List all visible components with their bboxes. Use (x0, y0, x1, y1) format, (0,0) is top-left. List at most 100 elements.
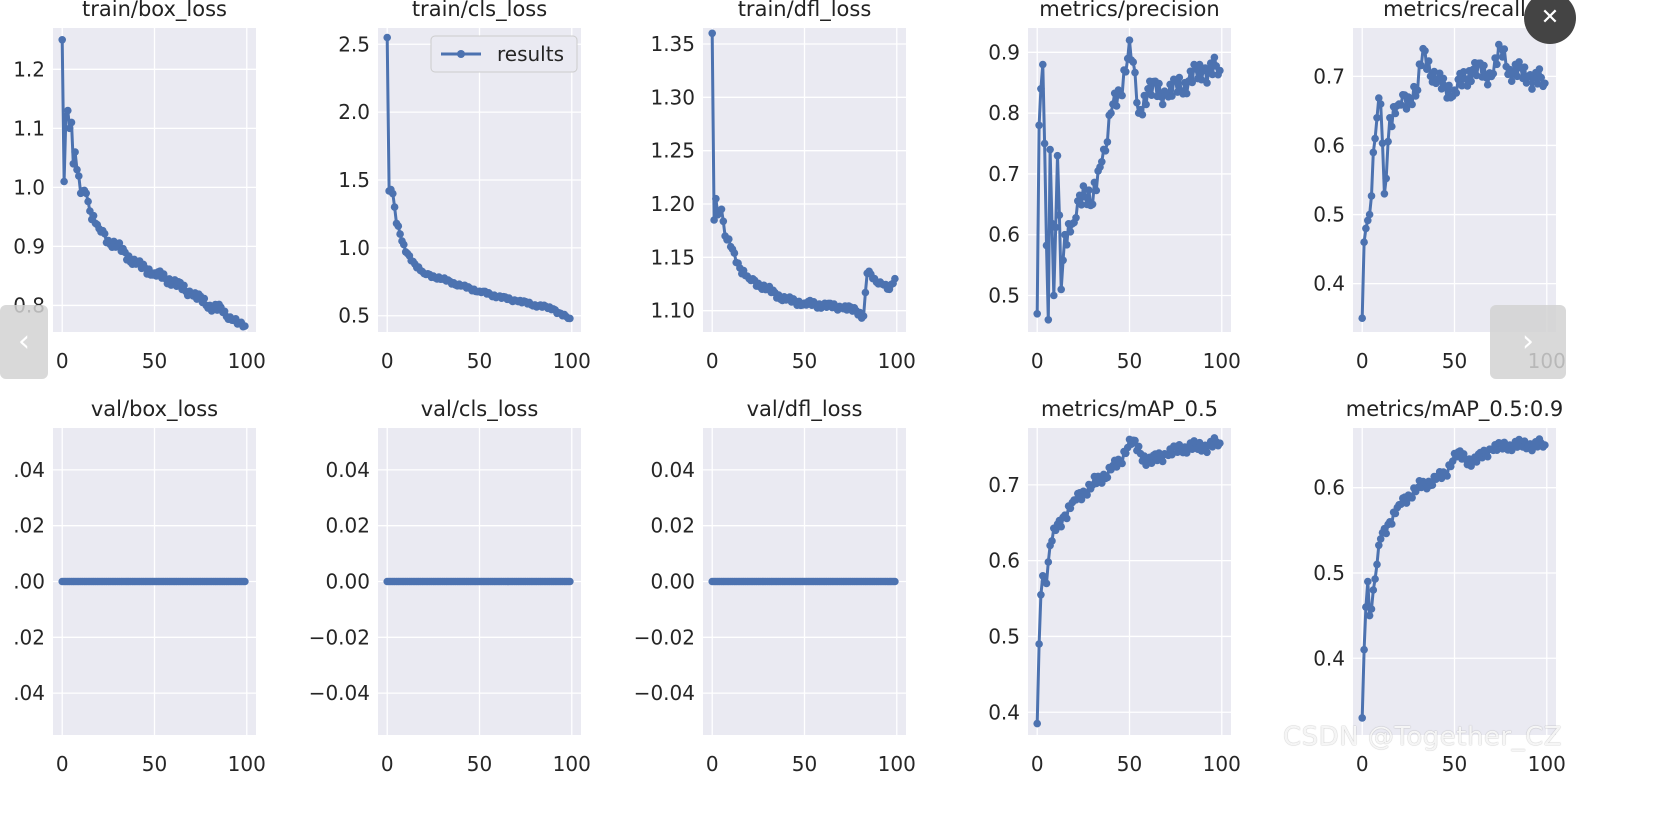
data-point (65, 124, 74, 133)
data-point (1118, 91, 1126, 100)
close-viewer-button[interactable]: ✕ (1524, 0, 1576, 44)
panel-3: 0.5 0.6 0.7 0.8 0.9 0 50 100 metrics/precision (988, 0, 1241, 373)
data-point (1483, 452, 1492, 461)
close-icon: ✕ (1540, 5, 1560, 30)
panel-title: train/cls_loss (412, 0, 547, 22)
y-tick-label: 1.0 (13, 175, 45, 199)
data-point (241, 322, 249, 330)
data-point (1459, 68, 1468, 76)
data-point (1382, 174, 1390, 183)
data-point (1205, 65, 1213, 73)
next-image-button[interactable]: › (1490, 305, 1566, 379)
panel-1: 0.5 1.0 1.5 2.0 2.5 0 50 100 train/cls_lossresul… (338, 0, 591, 373)
data-point (1382, 529, 1390, 538)
x-tick-label: 50 (467, 752, 492, 776)
y-tick-label: −0.02 (634, 625, 695, 649)
y-tick-label: 0.8 (988, 101, 1020, 125)
data-point (1528, 85, 1536, 93)
data-point (200, 294, 209, 303)
data-point (1044, 558, 1053, 566)
data-point (1066, 228, 1075, 236)
y-tick-label: 1.15 (650, 245, 695, 269)
data-point (1092, 186, 1101, 195)
data-point (1140, 91, 1149, 100)
data-point (89, 211, 98, 220)
data-point (1369, 586, 1378, 594)
data-point (1134, 442, 1143, 451)
x-tick-label: 50 (467, 349, 492, 373)
x-tick-label: 50 (1117, 349, 1142, 373)
panel-title: val/box_loss (91, 397, 218, 422)
data-point (1408, 494, 1416, 502)
data-point (1380, 190, 1389, 198)
data-point (1375, 94, 1383, 102)
data-point (1079, 182, 1088, 190)
data-point (1098, 158, 1106, 166)
data-point (145, 265, 153, 274)
data-point (1077, 201, 1086, 209)
data-point (1044, 316, 1053, 324)
y-tick-label: 2.5 (338, 32, 370, 56)
data-point (1365, 611, 1374, 620)
x-tick-label: 0 (381, 752, 394, 776)
data-point (1088, 200, 1097, 209)
data-point (712, 194, 720, 203)
previous-image-button[interactable]: ‹ (0, 305, 48, 379)
data-point (1155, 79, 1163, 88)
y-tick-label: 0.6 (1313, 133, 1345, 157)
y-tick-label: 1.20 (650, 192, 695, 216)
data-point (1493, 60, 1501, 69)
x-tick-label: 50 (142, 752, 167, 776)
data-point (1133, 98, 1141, 107)
y-tick-label: 0.04 (325, 458, 370, 482)
data-point (1197, 75, 1206, 84)
data-point (1498, 53, 1507, 61)
data-point (1042, 579, 1051, 588)
data-point (67, 118, 76, 127)
data-point (1057, 522, 1065, 531)
data-point (1452, 89, 1461, 97)
data-point (64, 106, 72, 115)
data-point (69, 160, 78, 168)
data-point (861, 288, 870, 297)
data-point (1537, 73, 1545, 82)
data-point (1125, 36, 1134, 44)
data-point (1138, 110, 1147, 119)
data-point (1375, 541, 1383, 550)
data-point (1040, 139, 1049, 148)
data-point (1443, 472, 1451, 480)
data-point (400, 240, 408, 249)
x-tick-label: 50 (142, 349, 167, 373)
y-tick-label: 1.25 (650, 139, 695, 163)
y-tick-label: 0.7 (1313, 64, 1345, 88)
data-point (1090, 178, 1099, 187)
y-tick-label: 0.5 (1313, 203, 1345, 227)
data-point (60, 177, 68, 186)
panel-7: 0.04 0.02 0.00 −0.02 −0.04 0 50 100 val/dfl_loss (634, 397, 916, 776)
y-tick-label: 0.6 (988, 549, 1020, 573)
data-point (1376, 535, 1385, 543)
data-point (1131, 68, 1139, 77)
x-tick-label: 100 (1203, 752, 1241, 776)
panel-title: metrics/mAP_0.5:0.9 (1346, 397, 1564, 422)
x-tick-label: 100 (1203, 349, 1241, 373)
data-point (1373, 560, 1381, 569)
panel-8: 0.4 0.5 0.6 0.7 0 50 100 metrics/mAP_0.5 (988, 397, 1241, 776)
data-point (1386, 114, 1394, 122)
legend: results (430, 35, 578, 73)
x-tick-label: 100 (878, 752, 916, 776)
data-point (1112, 102, 1121, 110)
data-point (1144, 85, 1152, 93)
data-point (71, 148, 79, 156)
data-point (1158, 100, 1167, 109)
data-point (1203, 448, 1211, 457)
data-point (1142, 100, 1150, 109)
data-point (1541, 441, 1549, 449)
data-point (1057, 285, 1065, 294)
data-point (719, 217, 728, 226)
x-tick-label: 0 (381, 349, 394, 373)
x-tick-label: 0 (1031, 752, 1044, 776)
x-tick-label: 100 (228, 349, 266, 373)
data-point (1175, 73, 1184, 82)
y-tick-label: 0.00 (325, 570, 370, 594)
